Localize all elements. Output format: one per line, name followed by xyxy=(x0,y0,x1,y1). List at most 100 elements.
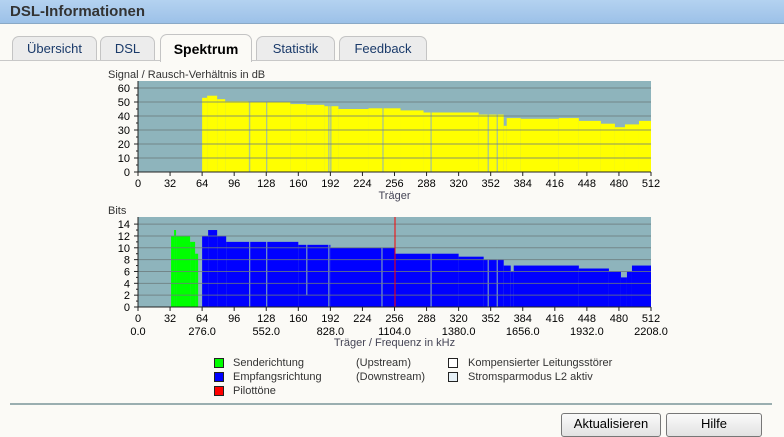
x-tick-label: 480 xyxy=(610,313,628,325)
y-tick-label: 0 xyxy=(124,167,130,179)
freq-tick-label: 1380.0 xyxy=(442,326,476,338)
tab-dsl[interactable]: DSL xyxy=(100,36,155,60)
x-tick-label: 160 xyxy=(289,178,307,190)
chart-title: Signal / Rausch-Verhältnis in dB xyxy=(108,69,265,81)
x-tick-label: 416 xyxy=(546,178,564,190)
x-tick-label: 416 xyxy=(546,313,564,325)
downstream-bits-bar xyxy=(208,230,218,307)
snr-bar xyxy=(478,114,504,172)
downstream-bits-bar xyxy=(298,244,331,307)
x-tick-label: 96 xyxy=(228,313,240,325)
window-titlebar: DSL-Informationen xyxy=(0,0,784,24)
y-tick-label: 20 xyxy=(118,139,130,151)
x-tick-label: 0 xyxy=(135,178,141,190)
freq-tick-label: 1656.0 xyxy=(506,326,540,338)
y-tick-label: 10 xyxy=(118,153,130,165)
snr-bar xyxy=(324,106,339,172)
snr-bar xyxy=(248,102,291,172)
chart-title: Bits xyxy=(108,205,127,217)
snr-bar xyxy=(400,110,424,172)
zero-carrier-gap xyxy=(328,217,330,307)
downstream-bits-bar xyxy=(578,268,609,307)
legend-label-upstream: Senderichtung xyxy=(233,357,304,369)
freq-tick-label: 1932.0 xyxy=(570,326,604,338)
window-title: DSL-Informationen xyxy=(10,3,145,20)
snr-bar xyxy=(624,124,639,172)
x-tick-label: 224 xyxy=(353,178,371,190)
spectrum-charts: Signal / Rausch-Verhältnis in dB 0 10 20 30 4… xyxy=(108,69,668,349)
y-tick-label: 10 xyxy=(118,243,130,255)
downstream-bits-bar xyxy=(608,271,621,307)
x-tick-label: 512 xyxy=(642,178,660,190)
upstream-bits-bar xyxy=(190,241,196,307)
snr-bar xyxy=(506,118,521,172)
zero-carrier-gap xyxy=(266,217,268,307)
snr-bar xyxy=(614,127,625,172)
tab-uebersicht[interactable]: Übersicht xyxy=(12,36,97,60)
x-tick-label: 192 xyxy=(321,313,339,325)
snr-bar xyxy=(368,108,401,172)
x-tick-label: 64 xyxy=(196,313,208,325)
freq-tick-label: 2208.0 xyxy=(634,326,668,338)
y-tick-label: 14 xyxy=(118,219,130,231)
tab-statistik[interactable]: Statistik xyxy=(256,36,335,60)
y-tick-label: 12 xyxy=(118,231,130,243)
upstream-bits-bar xyxy=(195,253,199,307)
zero-carrier-gap xyxy=(430,81,432,172)
legend-swatch-l2 xyxy=(448,372,458,382)
refresh-button[interactable]: Aktualisieren xyxy=(561,413,661,437)
freq-tick-label: 828.0 xyxy=(317,326,345,338)
tab-feedback[interactable]: Feedback xyxy=(339,36,427,60)
x-tick-label: 288 xyxy=(417,313,435,325)
downstream-bits-bar xyxy=(626,271,632,307)
tab-spektrum[interactable]: Spektrum xyxy=(160,34,252,62)
x-tick-label: 320 xyxy=(449,178,467,190)
snr-bar xyxy=(225,101,249,172)
legend-label-l2: Stromsparmodus L2 aktiv xyxy=(468,371,593,383)
y-tick-label: 6 xyxy=(124,266,130,278)
zero-carrier-gap xyxy=(430,217,432,307)
x-axis-label: Träger / Frequenz in kHz xyxy=(334,337,455,349)
upstream-bits-bar xyxy=(174,230,177,307)
zero-carrier-gap xyxy=(487,81,489,172)
x-tick-label: 96 xyxy=(228,178,240,190)
x-tick-label: 128 xyxy=(257,178,275,190)
snr-bar xyxy=(578,120,601,172)
x-tick-label: 64 xyxy=(196,178,208,190)
x-tick-label: 192 xyxy=(321,178,339,190)
snr-bar xyxy=(638,120,651,172)
x-tick-label: 288 xyxy=(417,178,435,190)
x-tick-label: 128 xyxy=(257,313,275,325)
legend-label-downstream: Empfangsrichtung xyxy=(233,371,322,383)
x-tick-label: 352 xyxy=(482,313,500,325)
x-tick-label: 352 xyxy=(482,178,500,190)
snr-bar xyxy=(207,95,218,172)
downstream-bits-bar xyxy=(620,277,627,307)
help-button[interactable]: Hilfe xyxy=(666,413,762,437)
legend-swatch-compensated xyxy=(448,358,458,368)
snr-bar xyxy=(290,104,307,172)
downstream-bits-bar xyxy=(226,241,299,307)
y-tick-label: 8 xyxy=(124,255,130,267)
y-tick-label: 30 xyxy=(118,125,130,137)
freq-tick-label: 0.0 xyxy=(130,326,145,338)
x-tick-label: 224 xyxy=(353,313,371,325)
pilot-tone-line xyxy=(394,217,396,307)
zero-carrier-gap xyxy=(381,217,383,307)
x-tick-label: 480 xyxy=(610,178,628,190)
freq-tick-label: 552.0 xyxy=(252,326,280,338)
snr-bar xyxy=(600,123,615,172)
freq-tick-label: 276.0 xyxy=(188,326,216,338)
snr-bar xyxy=(423,112,479,172)
y-tick-label: 50 xyxy=(118,97,130,109)
x-tick-label: 160 xyxy=(289,313,307,325)
downstream-bits-bar xyxy=(503,265,511,307)
snr-bar xyxy=(202,97,208,172)
legend-label-compensated: Kompensierter Leitungsstörer xyxy=(468,357,613,369)
snr-bar xyxy=(558,118,579,172)
legend-swatch-downstream xyxy=(214,372,224,382)
x-tick-label: 0 xyxy=(135,313,141,325)
zero-carrier-gap xyxy=(249,217,251,307)
tab-divider xyxy=(0,60,784,61)
zero-carrier-gap xyxy=(249,81,251,172)
